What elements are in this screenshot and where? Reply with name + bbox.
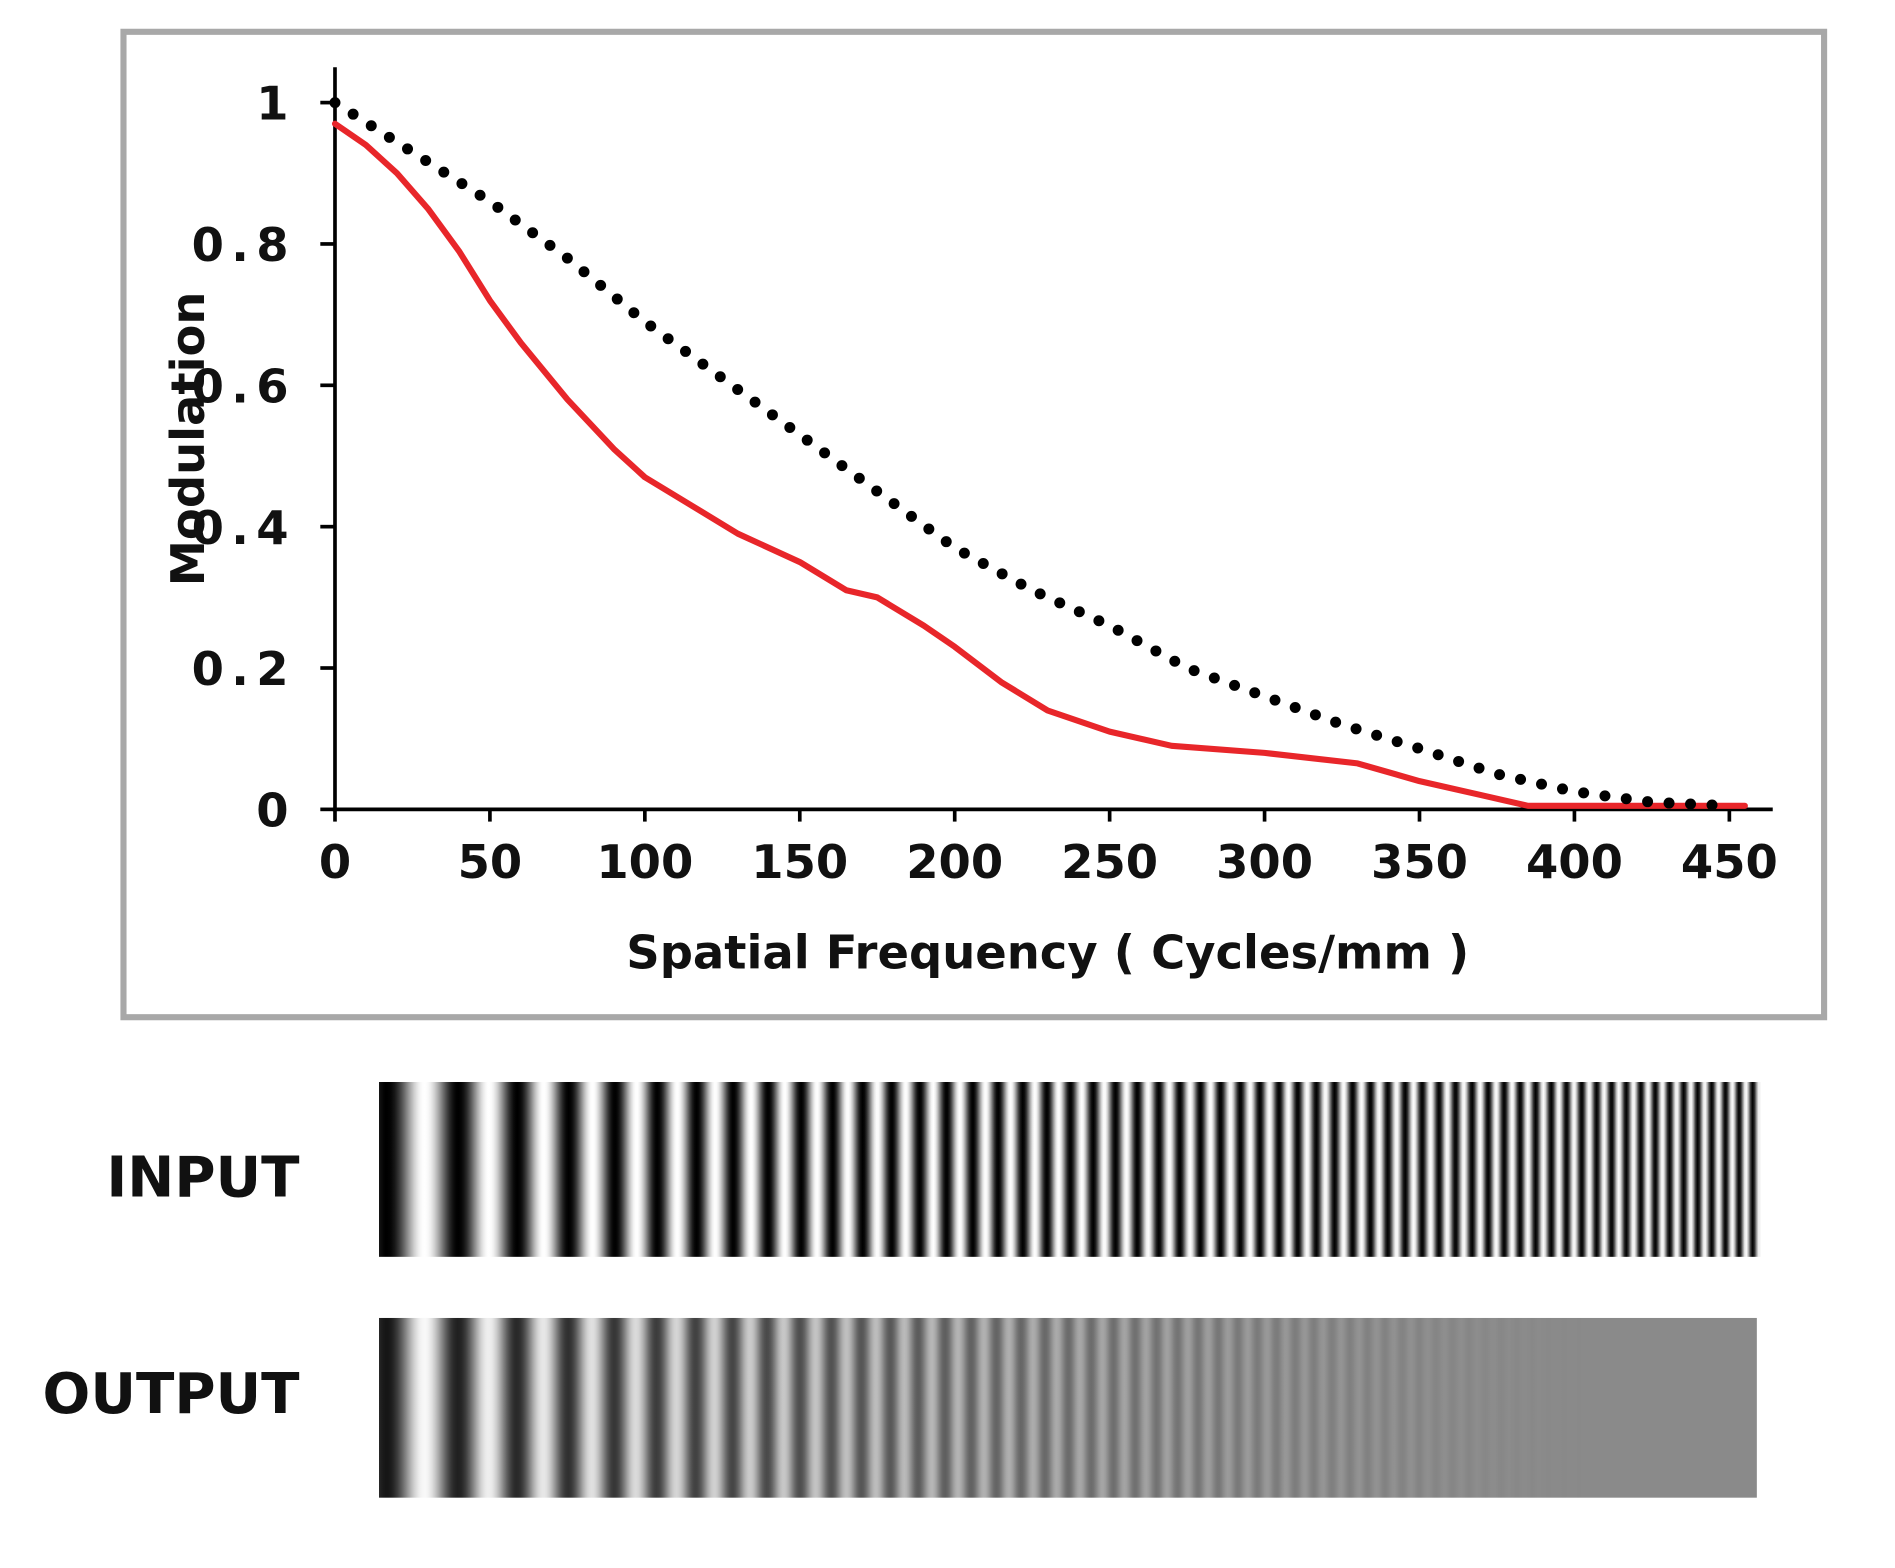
y-tick-label: 0.6 [192, 359, 296, 413]
output-grating [379, 1317, 1757, 1498]
y-axis-label: Modulation [161, 292, 215, 587]
plot: 0 0.2 0.4 0.6 0.8 1 0 50 100 150 200 250 300 350 400 45… [192, 67, 1778, 889]
input-label: INPUT [106, 1146, 300, 1211]
output-label: OUTPUT [43, 1362, 301, 1427]
x-tick-label: 350 [1371, 835, 1468, 889]
y-tick-label: 0 [256, 783, 296, 837]
x-tick-label: 300 [1216, 835, 1313, 889]
x-tick-label: 450 [1681, 835, 1778, 889]
x-tick-label: 50 [458, 835, 523, 889]
dotted-line [329, 97, 1735, 812]
y-tick-label: 0.4 [192, 501, 296, 555]
y-tick-label: 1 [256, 77, 296, 131]
x-tick-label: 200 [906, 835, 1003, 889]
input-grating [379, 1082, 1761, 1257]
y-tick-label: 0.8 [192, 218, 296, 272]
x-tick-label: 0 [319, 835, 351, 889]
chart-frame [120, 28, 1828, 1021]
x-tick-label: 100 [596, 835, 693, 889]
x-tick-label: 150 [751, 835, 848, 889]
x-tick-label: 250 [1061, 835, 1158, 889]
x-axis-label: Spatial Frequency ( Cycles/mm ) [626, 925, 1469, 979]
y-tick-label: 0.2 [192, 642, 296, 696]
line [331, 120, 1748, 809]
x-tick-label: 400 [1526, 835, 1623, 889]
